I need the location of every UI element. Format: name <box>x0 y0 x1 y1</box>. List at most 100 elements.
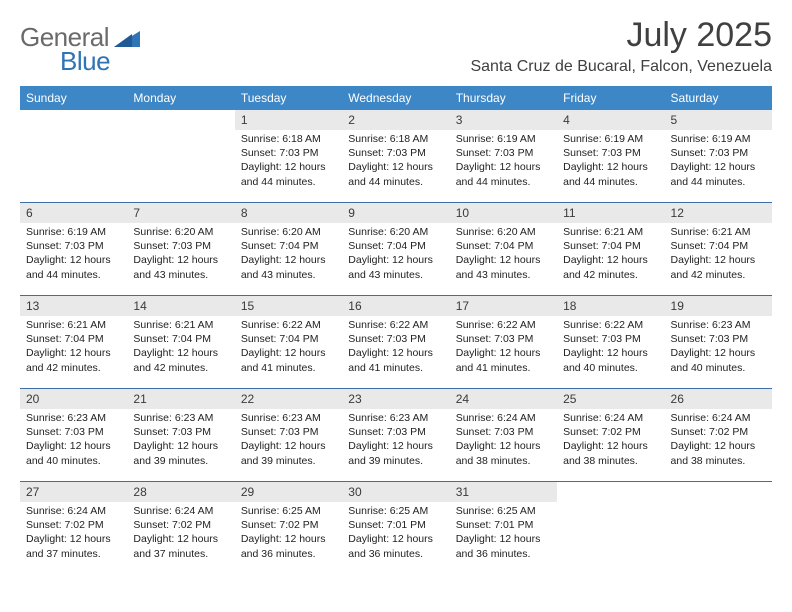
daylight-line: Daylight: 12 hours and 41 minutes. <box>456 346 551 374</box>
calendar-day-cell: 18Sunrise: 6:22 AMSunset: 7:03 PMDayligh… <box>557 296 664 383</box>
calendar-week-row: 20Sunrise: 6:23 AMSunset: 7:03 PMDayligh… <box>20 389 772 476</box>
sunrise-line: Sunrise: 6:21 AM <box>26 318 121 332</box>
sunset-line: Sunset: 7:04 PM <box>241 239 336 253</box>
daylight-line: Daylight: 12 hours and 42 minutes. <box>671 253 766 281</box>
sunset-line: Sunset: 7:04 PM <box>563 239 658 253</box>
day-details: Sunrise: 6:24 AMSunset: 7:02 PMDaylight:… <box>20 502 127 565</box>
brand-triangle-icon <box>114 27 140 47</box>
day-number: 31 <box>450 482 557 502</box>
calendar-day-cell <box>20 110 127 196</box>
daylight-line: Daylight: 12 hours and 37 minutes. <box>133 532 228 560</box>
calendar-day-cell: 1Sunrise: 6:18 AMSunset: 7:03 PMDaylight… <box>235 110 342 196</box>
daylight-line: Daylight: 12 hours and 38 minutes. <box>671 439 766 467</box>
calendar-day-cell <box>557 482 664 569</box>
day-number: 14 <box>127 296 234 316</box>
day-number: 22 <box>235 389 342 409</box>
day-number: 15 <box>235 296 342 316</box>
weekday-header: Tuesday <box>235 86 342 110</box>
day-number: 6 <box>20 203 127 223</box>
day-details: Sunrise: 6:22 AMSunset: 7:03 PMDaylight:… <box>342 316 449 379</box>
day-details: Sunrise: 6:20 AMSunset: 7:04 PMDaylight:… <box>342 223 449 286</box>
daylight-line: Daylight: 12 hours and 38 minutes. <box>456 439 551 467</box>
day-details: Sunrise: 6:19 AMSunset: 7:03 PMDaylight:… <box>20 223 127 286</box>
sunrise-line: Sunrise: 6:23 AM <box>671 318 766 332</box>
sunset-line: Sunset: 7:03 PM <box>563 332 658 346</box>
sunrise-line: Sunrise: 6:18 AM <box>348 132 443 146</box>
calendar-day-cell: 9Sunrise: 6:20 AMSunset: 7:04 PMDaylight… <box>342 203 449 290</box>
daylight-line: Daylight: 12 hours and 44 minutes. <box>26 253 121 281</box>
daylight-line: Daylight: 12 hours and 43 minutes. <box>456 253 551 281</box>
sunrise-line: Sunrise: 6:25 AM <box>241 504 336 518</box>
daylight-line: Daylight: 12 hours and 44 minutes. <box>348 160 443 188</box>
daylight-line: Daylight: 12 hours and 43 minutes. <box>348 253 443 281</box>
day-number: 21 <box>127 389 234 409</box>
day-number: 23 <box>342 389 449 409</box>
sunset-line: Sunset: 7:03 PM <box>563 146 658 160</box>
daylight-line: Daylight: 12 hours and 44 minutes. <box>456 160 551 188</box>
calendar-day-cell: 15Sunrise: 6:22 AMSunset: 7:04 PMDayligh… <box>235 296 342 383</box>
day-details: Sunrise: 6:23 AMSunset: 7:03 PMDaylight:… <box>127 409 234 472</box>
day-details: Sunrise: 6:21 AMSunset: 7:04 PMDaylight:… <box>127 316 234 379</box>
daylight-line: Daylight: 12 hours and 42 minutes. <box>26 346 121 374</box>
day-details: Sunrise: 6:25 AMSunset: 7:01 PMDaylight:… <box>342 502 449 565</box>
sunset-line: Sunset: 7:03 PM <box>348 146 443 160</box>
sunrise-line: Sunrise: 6:21 AM <box>563 225 658 239</box>
calendar-day-cell: 12Sunrise: 6:21 AMSunset: 7:04 PMDayligh… <box>665 203 772 290</box>
sunset-line: Sunset: 7:04 PM <box>456 239 551 253</box>
day-number: 2 <box>342 110 449 130</box>
day-number: 28 <box>127 482 234 502</box>
sunrise-line: Sunrise: 6:23 AM <box>26 411 121 425</box>
calendar-page: General Blue July 2025 Santa Cruz de Buc… <box>0 0 792 612</box>
sunset-line: Sunset: 7:03 PM <box>26 425 121 439</box>
calendar-day-cell: 27Sunrise: 6:24 AMSunset: 7:02 PMDayligh… <box>20 482 127 569</box>
day-number: 5 <box>665 110 772 130</box>
calendar-day-cell: 3Sunrise: 6:19 AMSunset: 7:03 PMDaylight… <box>450 110 557 196</box>
day-details: Sunrise: 6:24 AMSunset: 7:02 PMDaylight:… <box>127 502 234 565</box>
daylight-line: Daylight: 12 hours and 41 minutes. <box>348 346 443 374</box>
calendar-day-cell: 13Sunrise: 6:21 AMSunset: 7:04 PMDayligh… <box>20 296 127 383</box>
calendar-day-cell: 22Sunrise: 6:23 AMSunset: 7:03 PMDayligh… <box>235 389 342 476</box>
day-number: 17 <box>450 296 557 316</box>
day-number: 18 <box>557 296 664 316</box>
day-number: 27 <box>20 482 127 502</box>
calendar-day-cell: 31Sunrise: 6:25 AMSunset: 7:01 PMDayligh… <box>450 482 557 569</box>
day-details: Sunrise: 6:18 AMSunset: 7:03 PMDaylight:… <box>235 130 342 193</box>
sunrise-line: Sunrise: 6:23 AM <box>348 411 443 425</box>
sunset-line: Sunset: 7:03 PM <box>133 239 228 253</box>
day-number: 12 <box>665 203 772 223</box>
sunrise-line: Sunrise: 6:25 AM <box>348 504 443 518</box>
calendar-week-row: 27Sunrise: 6:24 AMSunset: 7:02 PMDayligh… <box>20 482 772 569</box>
daylight-line: Daylight: 12 hours and 44 minutes. <box>241 160 336 188</box>
calendar-day-cell: 6Sunrise: 6:19 AMSunset: 7:03 PMDaylight… <box>20 203 127 290</box>
weekday-header: Sunday <box>20 86 127 110</box>
sunrise-line: Sunrise: 6:18 AM <box>241 132 336 146</box>
day-number: 9 <box>342 203 449 223</box>
daylight-line: Daylight: 12 hours and 41 minutes. <box>241 346 336 374</box>
calendar-day-cell: 20Sunrise: 6:23 AMSunset: 7:03 PMDayligh… <box>20 389 127 476</box>
weekday-header: Saturday <box>665 86 772 110</box>
daylight-line: Daylight: 12 hours and 43 minutes. <box>241 253 336 281</box>
daylight-line: Daylight: 12 hours and 36 minutes. <box>348 532 443 560</box>
daylight-line: Daylight: 12 hours and 39 minutes. <box>133 439 228 467</box>
sunrise-line: Sunrise: 6:19 AM <box>456 132 551 146</box>
sunset-line: Sunset: 7:03 PM <box>133 425 228 439</box>
calendar-week-row: 1Sunrise: 6:18 AMSunset: 7:03 PMDaylight… <box>20 110 772 196</box>
sunrise-line: Sunrise: 6:24 AM <box>456 411 551 425</box>
sunset-line: Sunset: 7:03 PM <box>241 146 336 160</box>
calendar-day-cell: 2Sunrise: 6:18 AMSunset: 7:03 PMDaylight… <box>342 110 449 196</box>
sunset-line: Sunset: 7:02 PM <box>26 518 121 532</box>
day-number: 25 <box>557 389 664 409</box>
calendar-week-row: 6Sunrise: 6:19 AMSunset: 7:03 PMDaylight… <box>20 203 772 290</box>
day-details: Sunrise: 6:22 AMSunset: 7:03 PMDaylight:… <box>450 316 557 379</box>
sunrise-line: Sunrise: 6:22 AM <box>241 318 336 332</box>
calendar-day-cell: 30Sunrise: 6:25 AMSunset: 7:01 PMDayligh… <box>342 482 449 569</box>
day-details: Sunrise: 6:18 AMSunset: 7:03 PMDaylight:… <box>342 130 449 193</box>
sunrise-line: Sunrise: 6:20 AM <box>456 225 551 239</box>
calendar-day-cell: 7Sunrise: 6:20 AMSunset: 7:03 PMDaylight… <box>127 203 234 290</box>
day-number: 10 <box>450 203 557 223</box>
weekday-header: Wednesday <box>342 86 449 110</box>
calendar-day-cell <box>127 110 234 196</box>
calendar-week-row: 13Sunrise: 6:21 AMSunset: 7:04 PMDayligh… <box>20 296 772 383</box>
calendar-day-cell: 16Sunrise: 6:22 AMSunset: 7:03 PMDayligh… <box>342 296 449 383</box>
sunset-line: Sunset: 7:03 PM <box>26 239 121 253</box>
